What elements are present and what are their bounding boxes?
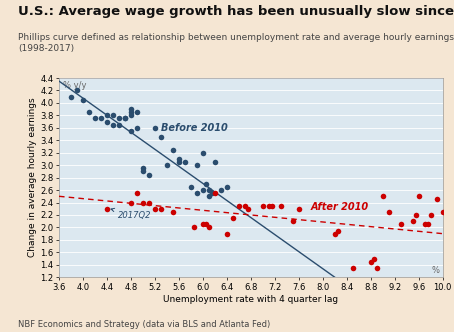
- Point: [205, 225, 212, 230]
- Point: [139, 166, 147, 171]
- Point: [334, 228, 341, 233]
- Point: [367, 259, 375, 264]
- Point: [385, 209, 392, 214]
- Point: [145, 172, 153, 177]
- Point: [115, 116, 123, 121]
- Point: [268, 203, 276, 208]
- Text: 2017Q2: 2017Q2: [111, 208, 151, 220]
- Point: [104, 119, 111, 124]
- Point: [121, 116, 128, 121]
- Point: [289, 218, 296, 224]
- Point: [79, 97, 87, 103]
- Point: [235, 203, 242, 208]
- Point: [133, 110, 141, 115]
- Text: U.S.: Average wage growth has been unusually slow since 2010: U.S.: Average wage growth has been unusu…: [18, 5, 454, 18]
- Point: [175, 159, 183, 165]
- Point: [139, 200, 147, 205]
- Point: [244, 206, 252, 211]
- Point: [127, 113, 134, 118]
- Point: [121, 116, 128, 121]
- Point: [295, 206, 302, 211]
- Point: [202, 222, 209, 227]
- Point: [193, 162, 201, 168]
- Point: [67, 94, 74, 99]
- Point: [199, 150, 207, 155]
- Point: [211, 159, 218, 165]
- Point: [127, 200, 134, 205]
- Point: [157, 206, 164, 211]
- Point: [175, 156, 183, 162]
- Point: [349, 265, 356, 271]
- Point: [379, 194, 386, 199]
- Text: %: %: [431, 266, 439, 275]
- Point: [193, 191, 201, 196]
- Point: [211, 191, 218, 196]
- Point: [169, 209, 177, 214]
- Point: [277, 203, 285, 208]
- Text: Before 2010: Before 2010: [161, 123, 227, 133]
- Point: [91, 116, 99, 121]
- Point: [439, 209, 446, 214]
- Point: [127, 110, 134, 115]
- Point: [370, 256, 377, 261]
- Point: [163, 162, 171, 168]
- Point: [127, 107, 134, 112]
- Point: [85, 110, 93, 115]
- Point: [373, 265, 380, 271]
- X-axis label: Unemployment rate with 4 quarter lag: Unemployment rate with 4 quarter lag: [163, 294, 338, 303]
- Point: [74, 88, 81, 93]
- Point: [223, 184, 231, 190]
- Point: [208, 191, 216, 196]
- Point: [127, 128, 134, 133]
- Point: [409, 218, 416, 224]
- Point: [217, 187, 224, 193]
- Point: [199, 222, 207, 227]
- Point: [133, 191, 141, 196]
- Point: [229, 215, 237, 221]
- Point: [331, 231, 338, 236]
- Point: [424, 222, 431, 227]
- Point: [115, 122, 123, 127]
- Point: [151, 206, 158, 211]
- Point: [169, 147, 177, 152]
- Point: [133, 125, 141, 130]
- Point: [433, 197, 440, 202]
- Point: [145, 200, 153, 205]
- Point: [421, 222, 428, 227]
- Point: [223, 231, 231, 236]
- Text: NBF Economics and Strategy (data via BLS and Atlanta Fed): NBF Economics and Strategy (data via BLS…: [18, 320, 271, 329]
- Text: After 2010: After 2010: [311, 202, 369, 212]
- Point: [199, 187, 207, 193]
- Point: [151, 125, 158, 130]
- Point: [139, 169, 147, 174]
- Point: [97, 116, 104, 121]
- Text: Phillips curve defined as relationship between unemployment rate and average hou: Phillips curve defined as relationship b…: [18, 33, 454, 52]
- Point: [205, 187, 212, 193]
- Point: [202, 181, 209, 187]
- Point: [412, 212, 419, 218]
- Point: [190, 225, 197, 230]
- Point: [157, 134, 164, 140]
- Point: [427, 212, 434, 218]
- Point: [187, 184, 194, 190]
- Point: [205, 194, 212, 199]
- Point: [104, 113, 111, 118]
- Point: [397, 222, 405, 227]
- Y-axis label: Change in average hourly earnings: Change in average hourly earnings: [28, 98, 37, 257]
- Point: [109, 122, 117, 127]
- Point: [104, 206, 111, 211]
- Point: [181, 159, 188, 165]
- Point: [265, 203, 272, 208]
- Text: % y/y: % y/y: [63, 80, 86, 90]
- Point: [241, 203, 248, 208]
- Point: [259, 203, 266, 208]
- Point: [415, 194, 422, 199]
- Point: [109, 113, 117, 118]
